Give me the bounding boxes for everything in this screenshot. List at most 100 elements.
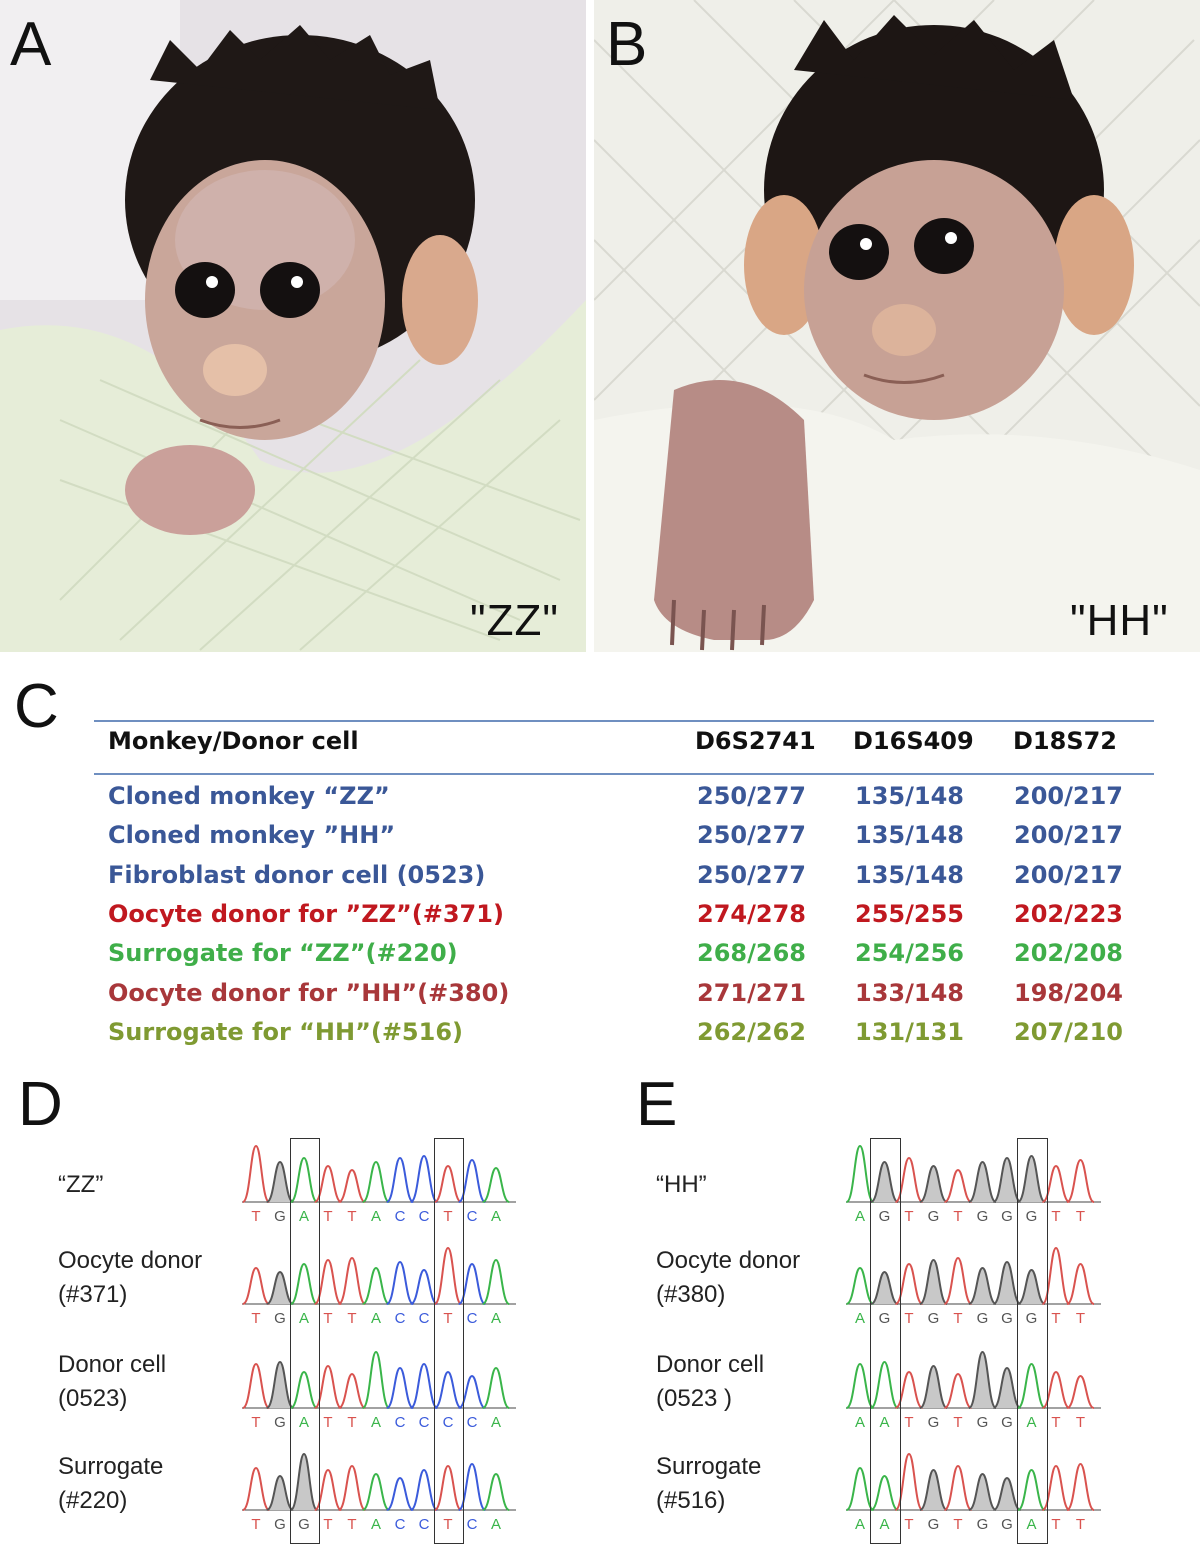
- table-cell-d18s72: 200/217: [1014, 860, 1123, 889]
- base-call-label: C: [419, 1414, 430, 1431]
- chromatogram-peak: [1017, 1362, 1046, 1409]
- base-call-label: T: [347, 1516, 356, 1533]
- base-call-label: G: [274, 1310, 286, 1327]
- base-call-label: T: [1051, 1516, 1060, 1533]
- base-call-label: T: [347, 1414, 356, 1431]
- base-call-label: G: [274, 1414, 286, 1431]
- base-call-label: C: [395, 1310, 406, 1327]
- chromatogram-peak: [362, 1472, 390, 1511]
- table-cell-d18s72: 200/217: [1014, 782, 1123, 810]
- base-call-label: A: [879, 1516, 889, 1533]
- table-cell-name: Cloned monkey ”HH”: [108, 821, 396, 850]
- base-call-label: G: [928, 1516, 940, 1533]
- table-cell-d16s409: 135/148: [855, 782, 964, 810]
- chromatogram-peak: [290, 1262, 318, 1305]
- table-cell-d6s2741: 274/278: [697, 899, 806, 928]
- variant-highlight-box: [433, 1138, 465, 1544]
- chromatogram-peak: [944, 1168, 972, 1203]
- chromatogram-peak: [870, 1360, 899, 1409]
- chromatogram-peak: [1066, 1374, 1095, 1409]
- base-call-label: A: [371, 1414, 381, 1431]
- chromatogram-label: Surrogate (#220): [58, 1453, 164, 1514]
- variant-highlight-box: [869, 1138, 902, 1544]
- table-cell-name: Surrogate for “ZZ”(#220): [108, 939, 458, 968]
- panel-letter-b: B: [606, 10, 648, 79]
- monkey-zz-photo: [0, 0, 586, 652]
- table-cell-d6s2741: 271/271: [697, 978, 806, 1007]
- table-cell-d16s409: 133/148: [855, 978, 964, 1007]
- base-call-label: G: [274, 1208, 286, 1225]
- base-call-label: T: [953, 1414, 962, 1431]
- base-call-label: T: [904, 1208, 913, 1225]
- photo-caption-zz: "ZZ": [470, 596, 559, 645]
- chromatogram-peak: [1017, 1468, 1046, 1511]
- chromatogram-peak: [337, 1464, 367, 1511]
- photo-panel-a: A "ZZ": [0, 0, 586, 652]
- chromatogram-peak: [846, 1144, 875, 1203]
- base-call-label: T: [443, 1310, 452, 1327]
- base-call-label: T: [323, 1208, 332, 1225]
- chromatogram-peak: [433, 1246, 463, 1305]
- base-call-label: T: [347, 1310, 356, 1327]
- table-cell-d18s72: 207/210: [1014, 1017, 1123, 1046]
- base-call-label: G: [977, 1414, 989, 1431]
- base-call-label: A: [1026, 1414, 1036, 1431]
- table-cell-d16s409: 131/131: [855, 1017, 964, 1046]
- chromatogram-peak: [993, 1476, 1021, 1511]
- base-call-label: T: [1076, 1414, 1085, 1431]
- table-cell-d16s409: 254/256: [855, 939, 964, 968]
- chromatogram-peak: [919, 1258, 948, 1305]
- table-header-d6s2741: D6S2741: [695, 727, 816, 755]
- base-call-label: T: [443, 1208, 452, 1225]
- base-call-label: T: [904, 1414, 913, 1431]
- chromatogram-peak: [870, 1270, 899, 1305]
- table-cell-name: Cloned monkey “ZZ”: [108, 782, 390, 810]
- base-call-label: C: [419, 1208, 430, 1225]
- chromatogram-peak: [992, 1260, 1022, 1305]
- chromatogram-peak: [968, 1472, 997, 1511]
- base-call-label: T: [1051, 1208, 1060, 1225]
- table-header-d18s72: D18S72: [1013, 727, 1118, 755]
- base-call-label: A: [1026, 1516, 1036, 1533]
- chromatogram-peak: [481, 1258, 511, 1305]
- panel-letter-d: D: [18, 1070, 63, 1139]
- base-call-label: A: [491, 1414, 501, 1431]
- base-call-label: G: [274, 1516, 286, 1533]
- table-cell-name: Surrogate for “HH”(#516): [108, 1017, 463, 1046]
- photo-caption-hh: "HH": [1070, 596, 1169, 645]
- variant-highlight-box: [289, 1138, 321, 1544]
- chromatogram-label: Donor cell (0523 ): [656, 1351, 765, 1412]
- base-call-label: A: [855, 1208, 865, 1225]
- table-cell-d6s2741: 268/268: [697, 939, 806, 968]
- chromatogram-peak: [242, 1362, 271, 1409]
- chromatogram-peak: [482, 1166, 510, 1203]
- chromatogram-peak: [409, 1154, 439, 1203]
- base-call-label: G: [928, 1310, 940, 1327]
- chromatogram-peak: [362, 1266, 390, 1305]
- chromatogram-peak: [385, 1156, 415, 1203]
- base-call-label: T: [1051, 1414, 1060, 1431]
- base-call-label: A: [299, 1208, 309, 1225]
- base-call-label: A: [299, 1414, 309, 1431]
- base-call-label: T: [904, 1310, 913, 1327]
- chromatogram-peak: [434, 1370, 462, 1409]
- chromatogram-peak: [338, 1372, 366, 1409]
- base-call-label: G: [977, 1208, 989, 1225]
- chromatogram-peak: [290, 1370, 318, 1409]
- base-call-label: T: [251, 1414, 260, 1431]
- base-call-label: T: [1076, 1516, 1085, 1533]
- base-call-label: T: [953, 1516, 962, 1533]
- table-cell-d18s72: 202/223: [1014, 899, 1123, 928]
- base-call-label: T: [953, 1208, 962, 1225]
- chromatogram-peak: [1066, 1158, 1095, 1203]
- chromatogram-peak: [266, 1270, 294, 1305]
- base-call-label: C: [395, 1414, 406, 1431]
- chromatogram-peak: [410, 1468, 438, 1511]
- base-call-label: T: [1076, 1310, 1085, 1327]
- base-call-label: T: [1051, 1310, 1060, 1327]
- base-call-label: G: [298, 1516, 310, 1533]
- photo-panel-b: B "HH": [594, 0, 1200, 652]
